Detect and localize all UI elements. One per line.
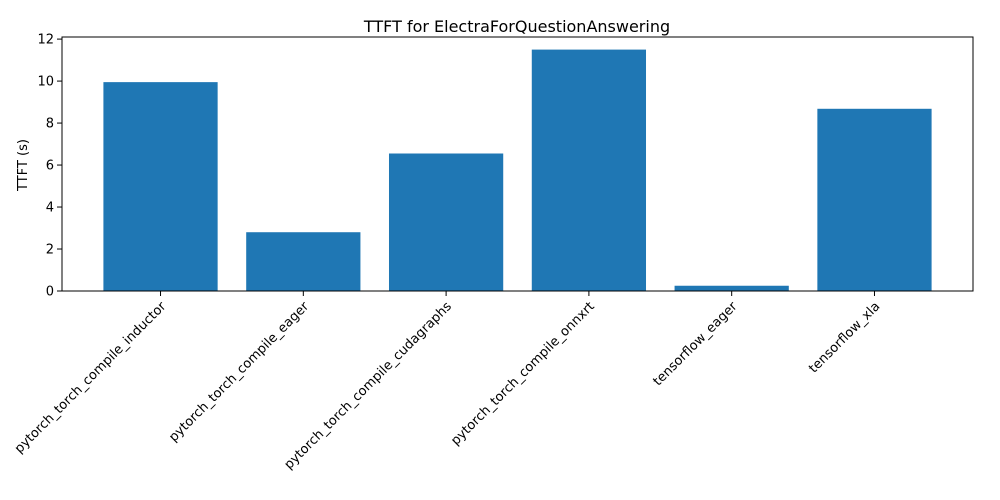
- x-tick-label: pytorch_torch_compile_onnxrt: [448, 299, 597, 448]
- x-tick-label: tensorflow_xla: [806, 299, 883, 376]
- y-tick-label: 8: [46, 117, 54, 132]
- y-axis: 0 2 4 6 8 10 12: [37, 33, 62, 300]
- bar-tensorflow_eager: [674, 285, 789, 291]
- y-tick-label: 10: [37, 75, 54, 90]
- y-axis-label: TTFT (s): [16, 139, 31, 192]
- y-tick-label: 4: [46, 201, 54, 216]
- y-tick-label: 6: [46, 159, 54, 174]
- bar-pytorch_torch_compile_inductor: [103, 82, 218, 291]
- x-tick-label: pytorch_torch_compile_inductor: [12, 299, 170, 457]
- bar-pytorch_torch_compile_onnxrt: [531, 49, 647, 291]
- x-axis: pytorch_torch_compile_inductorpytorch_to…: [12, 291, 883, 473]
- x-tick-label: pytorch_torch_compile_eager: [166, 299, 312, 445]
- bar-pytorch_torch_compile_eager: [246, 232, 361, 291]
- chart-title: TTFT for ElectraForQuestionAnswering: [363, 17, 670, 36]
- y-tick-label: 0: [46, 285, 54, 300]
- bar-pytorch_torch_compile_cudagraphs: [388, 153, 504, 291]
- plot-frame: [61, 36, 974, 292]
- y-tick-label: 12: [37, 33, 54, 48]
- bar-tensorflow_xla: [817, 108, 932, 291]
- y-tick-label: 2: [46, 243, 54, 258]
- x-tick-label: pytorch_torch_compile_cudagraphs: [282, 299, 455, 472]
- bars: [103, 49, 932, 291]
- x-tick-label: tensorflow_eager: [651, 299, 741, 389]
